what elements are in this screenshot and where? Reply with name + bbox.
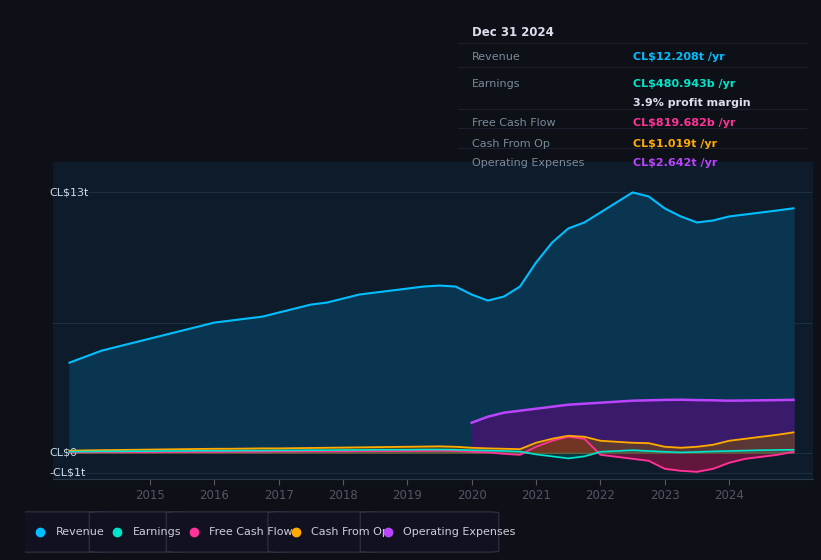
FancyBboxPatch shape — [89, 512, 185, 552]
FancyBboxPatch shape — [360, 512, 499, 552]
Text: Cash From Op: Cash From Op — [472, 139, 550, 149]
Text: Dec 31 2024: Dec 31 2024 — [472, 26, 554, 39]
Text: Operating Expenses: Operating Expenses — [472, 158, 585, 168]
Text: Free Cash Flow: Free Cash Flow — [209, 527, 293, 537]
Text: CL$480.943b /yr: CL$480.943b /yr — [633, 79, 735, 88]
Text: Revenue: Revenue — [472, 52, 521, 62]
Text: 3.9% profit margin: 3.9% profit margin — [633, 98, 750, 108]
Text: CL$13t: CL$13t — [49, 188, 89, 198]
Text: CL$1.019t /yr: CL$1.019t /yr — [633, 139, 717, 149]
Text: CL$2.642t /yr: CL$2.642t /yr — [633, 158, 717, 168]
Text: Operating Expenses: Operating Expenses — [403, 527, 516, 537]
Text: Free Cash Flow: Free Cash Flow — [472, 118, 556, 128]
Text: CL$819.682b /yr: CL$819.682b /yr — [633, 118, 735, 128]
FancyBboxPatch shape — [166, 512, 287, 552]
Text: CL$0: CL$0 — [49, 448, 77, 458]
Text: Earnings: Earnings — [472, 79, 521, 88]
Text: Revenue: Revenue — [56, 527, 104, 537]
FancyBboxPatch shape — [12, 512, 108, 552]
Text: Cash From Op: Cash From Op — [311, 527, 389, 537]
Text: -CL$1t: -CL$1t — [49, 468, 86, 478]
Text: CL$12.208t /yr: CL$12.208t /yr — [633, 52, 724, 62]
FancyBboxPatch shape — [268, 512, 378, 552]
Text: Earnings: Earnings — [132, 527, 181, 537]
